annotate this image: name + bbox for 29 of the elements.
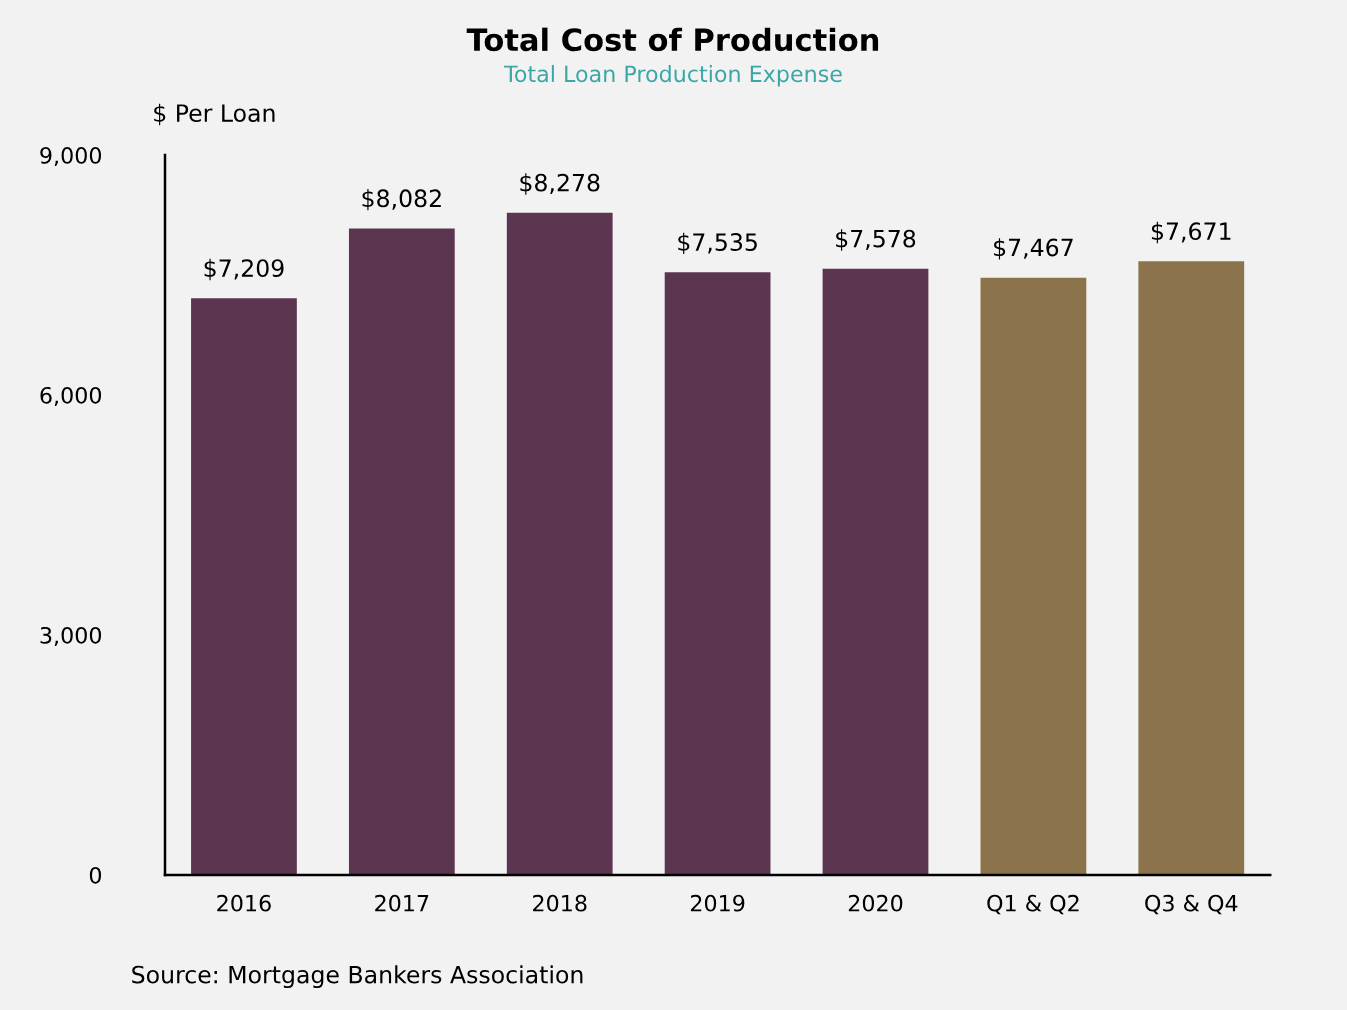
bar bbox=[506, 212, 613, 875]
bar bbox=[664, 272, 771, 875]
x-tick-label: 2018 bbox=[533, 894, 587, 912]
data-label: $8,278 bbox=[520, 173, 600, 195]
bar bbox=[1138, 261, 1245, 875]
y-axis-title: $ Per Loan bbox=[154, 103, 275, 126]
data-label: $7,535 bbox=[678, 232, 757, 255]
y-tick-label: 6,000 bbox=[40, 386, 102, 407]
data-label: $7,209 bbox=[204, 258, 284, 281]
bar bbox=[980, 277, 1087, 875]
bar bbox=[191, 298, 297, 875]
bar bbox=[822, 268, 929, 875]
data-label: $7,671 bbox=[1151, 221, 1231, 244]
y-tick-label: 9,000 bbox=[40, 146, 102, 167]
x-tick-label: 2019 bbox=[690, 894, 745, 912]
x-tick-label: 2017 bbox=[375, 894, 429, 912]
chart-title: Total Cost of Production bbox=[466, 27, 879, 52]
source-note: Source: Mortgage Bankers Association bbox=[132, 965, 583, 989]
x-tick-label: 2016 bbox=[217, 894, 271, 912]
data-label: $8,082 bbox=[362, 188, 441, 211]
data-label: $7,467 bbox=[994, 238, 1073, 260]
y-tick-label: 3,000 bbox=[40, 626, 102, 647]
x-tick-label: Q1 & Q2 bbox=[987, 894, 1079, 915]
y-tick-label: 0 bbox=[89, 866, 102, 884]
x-tick-label: 2020 bbox=[848, 894, 903, 912]
x-tick-label: Q3 & Q4 bbox=[1145, 894, 1238, 915]
chart-subtitle: Total Loan Production Expense bbox=[503, 65, 842, 87]
bar bbox=[348, 228, 455, 875]
data-label: $7,578 bbox=[836, 229, 916, 251]
